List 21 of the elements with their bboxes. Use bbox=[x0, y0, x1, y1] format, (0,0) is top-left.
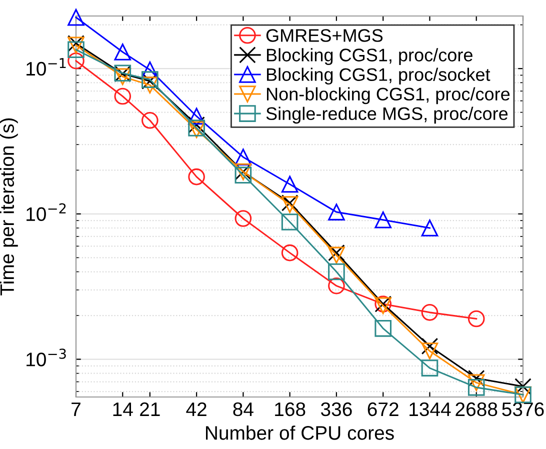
x-tick-label: 21 bbox=[140, 402, 160, 416]
legend-label: Blocking CGS1, proc/socket bbox=[266, 68, 490, 85]
x-axis-title: Number of CPU cores bbox=[206, 426, 394, 440]
x-tick-label: 84 bbox=[233, 402, 254, 416]
y-tick-label: 10$^{−3}$ bbox=[26, 348, 66, 366]
legend-label: Blocking CGS1, proc/core bbox=[266, 48, 472, 66]
x-tick-label: 7 bbox=[72, 402, 80, 416]
legend-label: Single-reduce MGS, proc/core bbox=[266, 106, 508, 124]
x-tick-label: 42 bbox=[186, 402, 206, 416]
x-tick-label: 2688 bbox=[456, 402, 498, 416]
x-tick-label: 336 bbox=[320, 402, 352, 416]
x-tick-label: 14 bbox=[113, 402, 133, 416]
x-tick-label: 168 bbox=[275, 402, 306, 416]
legend-label: Non-blocking CGS1, proc/core bbox=[266, 87, 510, 104]
legend-label: GMRES+MGS bbox=[266, 29, 383, 42]
x-tick-label: 1344 bbox=[410, 402, 451, 416]
y-tick-label: 10$^{−2}$ bbox=[26, 203, 66, 222]
x-tick-label: 5376 bbox=[502, 402, 544, 416]
y-axis-title: Time per iteration (s) bbox=[0, 118, 18, 296]
y-tick-label: 10$^{−1}$ bbox=[26, 58, 66, 76]
x-tick-label: 672 bbox=[368, 402, 398, 416]
